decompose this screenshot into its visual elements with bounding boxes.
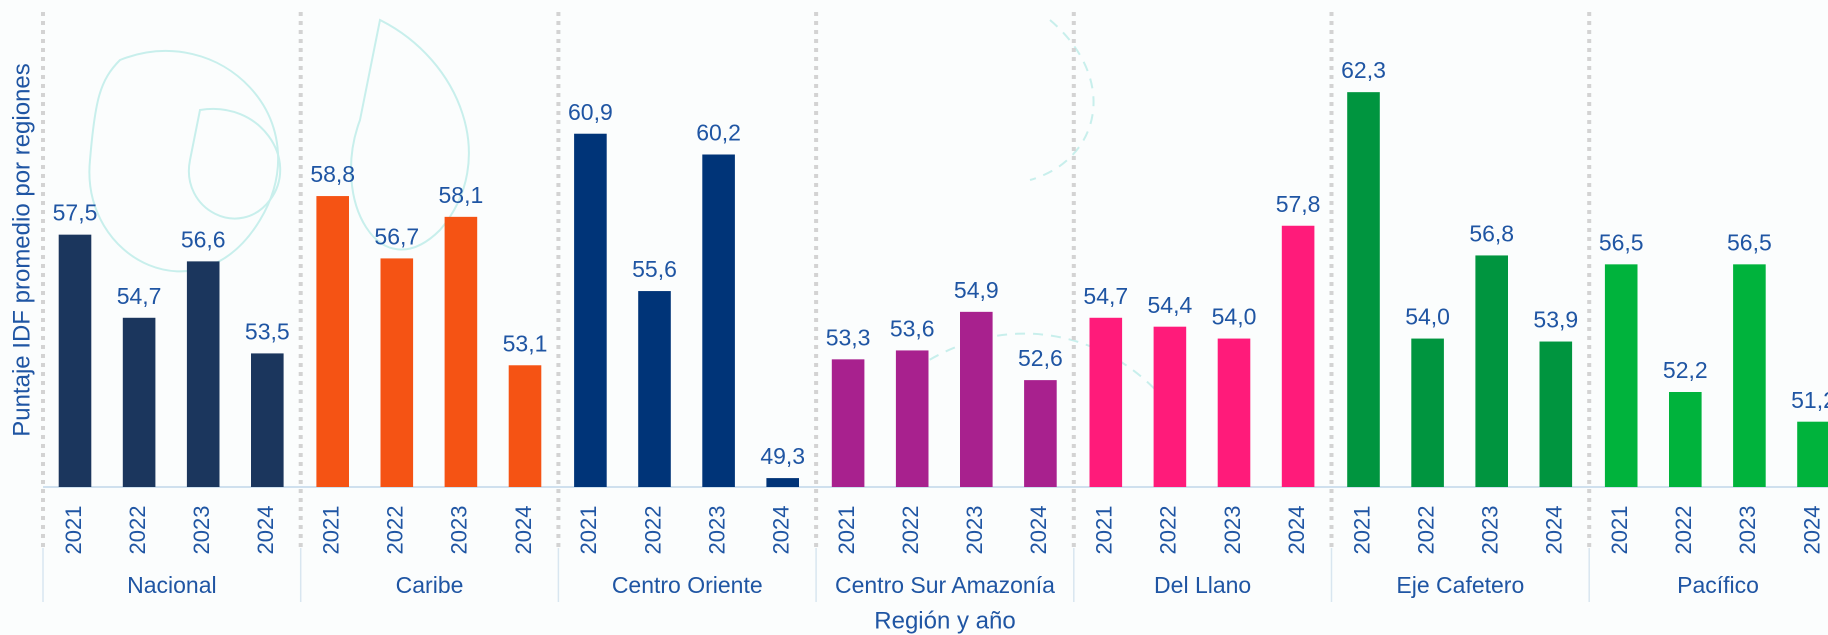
bar bbox=[380, 258, 414, 487]
x-tick-label: 2023 bbox=[704, 506, 729, 555]
region-label: Del Llano bbox=[1154, 572, 1251, 598]
value-label: 56,5 bbox=[1727, 229, 1772, 255]
value-label: 62,3 bbox=[1341, 57, 1386, 83]
bar bbox=[1281, 225, 1315, 487]
x-tick-label: 2021 bbox=[1607, 506, 1632, 555]
x-tick-label: 2023 bbox=[1735, 506, 1760, 555]
region-label: Centro Sur Amazonía bbox=[835, 572, 1055, 598]
x-tick-label: 2022 bbox=[125, 506, 150, 555]
value-label: 58,1 bbox=[439, 182, 484, 208]
bar bbox=[1539, 341, 1573, 487]
x-tick-label: 2022 bbox=[1671, 506, 1696, 555]
region-label: Caribe bbox=[396, 572, 464, 598]
bar bbox=[574, 133, 607, 487]
bar bbox=[1604, 264, 1638, 487]
bar bbox=[251, 353, 284, 487]
value-label: 54,0 bbox=[1405, 304, 1450, 330]
value-label: 54,0 bbox=[1212, 304, 1257, 330]
bar bbox=[508, 365, 542, 487]
value-label: 56,5 bbox=[1599, 229, 1644, 255]
x-tick-label: 2023 bbox=[1478, 506, 1503, 555]
bar bbox=[1024, 380, 1057, 487]
bar bbox=[895, 350, 929, 487]
x-tick-label: 2024 bbox=[1284, 506, 1309, 555]
bar bbox=[1089, 317, 1123, 487]
value-label: 55,6 bbox=[632, 256, 677, 282]
bar bbox=[1669, 392, 1702, 487]
x-tick-label: 2022 bbox=[1156, 506, 1181, 555]
bar bbox=[1347, 92, 1380, 487]
x-tick-label: 2024 bbox=[769, 506, 794, 555]
x-tick-label: 2021 bbox=[834, 506, 859, 555]
x-tick-label: 2021 bbox=[576, 506, 601, 555]
bar bbox=[638, 291, 671, 487]
region-label: Centro Oriente bbox=[612, 572, 763, 598]
x-tick-label: 2023 bbox=[962, 506, 987, 555]
bar bbox=[186, 261, 220, 487]
x-tick-label: 2023 bbox=[189, 506, 214, 555]
value-label: 60,2 bbox=[696, 120, 741, 146]
x-tick-label: 2021 bbox=[61, 506, 86, 555]
x-tick-label: 2021 bbox=[319, 506, 344, 555]
x-tick-label: 2023 bbox=[1220, 506, 1245, 555]
y-axis-label: Puntaje IDF promedio por regiones bbox=[8, 63, 35, 437]
x-tick-label: 2024 bbox=[1799, 506, 1824, 555]
value-label: 53,1 bbox=[503, 330, 548, 356]
value-label: 54,4 bbox=[1148, 292, 1193, 318]
value-label: 58,8 bbox=[310, 161, 355, 187]
x-tick-label: 2021 bbox=[1092, 506, 1117, 555]
bar bbox=[1153, 326, 1187, 487]
bar bbox=[702, 154, 735, 487]
bar bbox=[1411, 338, 1444, 487]
bar bbox=[766, 478, 799, 487]
x-tick-label: 2022 bbox=[640, 506, 665, 555]
value-label: 60,9 bbox=[568, 99, 613, 125]
x-tick-label: 2023 bbox=[447, 506, 472, 555]
value-label: 57,8 bbox=[1276, 191, 1321, 217]
value-label: 53,5 bbox=[245, 318, 290, 344]
region-label: Eje Cafetero bbox=[1396, 572, 1524, 598]
x-tick-label: 2024 bbox=[1542, 506, 1567, 555]
x-axis-label: Región y año bbox=[874, 607, 1015, 634]
bar bbox=[1475, 255, 1508, 487]
value-label: 54,9 bbox=[954, 277, 999, 303]
x-tick-label: 2021 bbox=[1349, 506, 1374, 555]
region-label: Pacífico bbox=[1677, 572, 1759, 598]
bar bbox=[316, 196, 349, 487]
x-tick-label: 2024 bbox=[511, 506, 536, 555]
value-label: 51,2 bbox=[1791, 387, 1828, 413]
value-label: 49,3 bbox=[760, 443, 805, 469]
value-label: 54,7 bbox=[117, 283, 162, 309]
value-label: 56,8 bbox=[1469, 221, 1514, 247]
x-tick-label: 2024 bbox=[253, 506, 278, 555]
value-label: 53,9 bbox=[1533, 307, 1578, 333]
value-label: 53,6 bbox=[890, 316, 935, 342]
region-label: Nacional bbox=[127, 572, 217, 598]
bar bbox=[960, 311, 993, 487]
bar bbox=[58, 234, 92, 487]
bar bbox=[444, 216, 478, 487]
value-label: 52,6 bbox=[1018, 345, 1063, 371]
value-label: 56,6 bbox=[181, 226, 226, 252]
x-tick-label: 2022 bbox=[1413, 506, 1438, 555]
x-tick-label: 2024 bbox=[1026, 506, 1051, 555]
value-label: 56,7 bbox=[374, 223, 419, 249]
value-label: 57,5 bbox=[53, 200, 98, 226]
value-label: 54,7 bbox=[1083, 283, 1128, 309]
bar bbox=[831, 359, 865, 487]
value-label: 52,2 bbox=[1663, 357, 1708, 383]
x-tick-label: 2022 bbox=[898, 506, 923, 555]
bar bbox=[1217, 338, 1251, 487]
x-tick-label: 2022 bbox=[383, 506, 408, 555]
bar bbox=[1797, 421, 1828, 487]
value-label: 53,3 bbox=[826, 324, 871, 350]
bar bbox=[1733, 264, 1766, 487]
bar bbox=[122, 317, 156, 487]
